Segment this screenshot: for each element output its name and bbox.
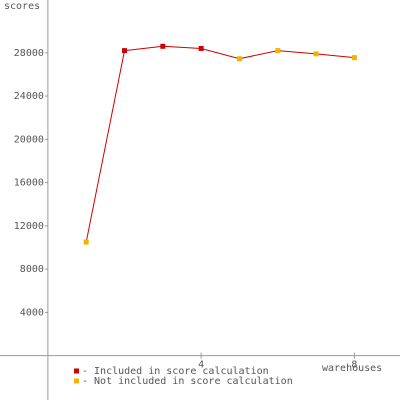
- y-tick-label: 16000: [14, 178, 44, 189]
- y-tick-label: 12000: [14, 221, 44, 232]
- y-tick-label: 24000: [14, 91, 44, 102]
- y-tick-label: 28000: [14, 48, 44, 59]
- x-tick-label: 8: [351, 360, 357, 371]
- point: [83, 239, 89, 245]
- point: [351, 55, 357, 61]
- y-axis-label: scores: [4, 1, 40, 12]
- x-tick-label: 4: [198, 360, 204, 371]
- legend-marker: [74, 368, 79, 374]
- point: [275, 48, 281, 54]
- point: [198, 45, 204, 51]
- legend-marker: [74, 378, 79, 384]
- point: [160, 43, 166, 49]
- line: [85, 45, 355, 243]
- y-tick-label: 8000: [20, 264, 44, 275]
- x-axis-label: warehouses: [322, 363, 382, 374]
- y-tick-label: 20000: [14, 134, 44, 145]
- point: [236, 56, 242, 62]
- legend-label: - Included in score calculation: [82, 366, 269, 377]
- legend-label: - Not included in score calculation: [82, 376, 293, 387]
- y-tick-label: 4000: [20, 307, 44, 318]
- point: [313, 51, 319, 57]
- point: [122, 48, 128, 54]
